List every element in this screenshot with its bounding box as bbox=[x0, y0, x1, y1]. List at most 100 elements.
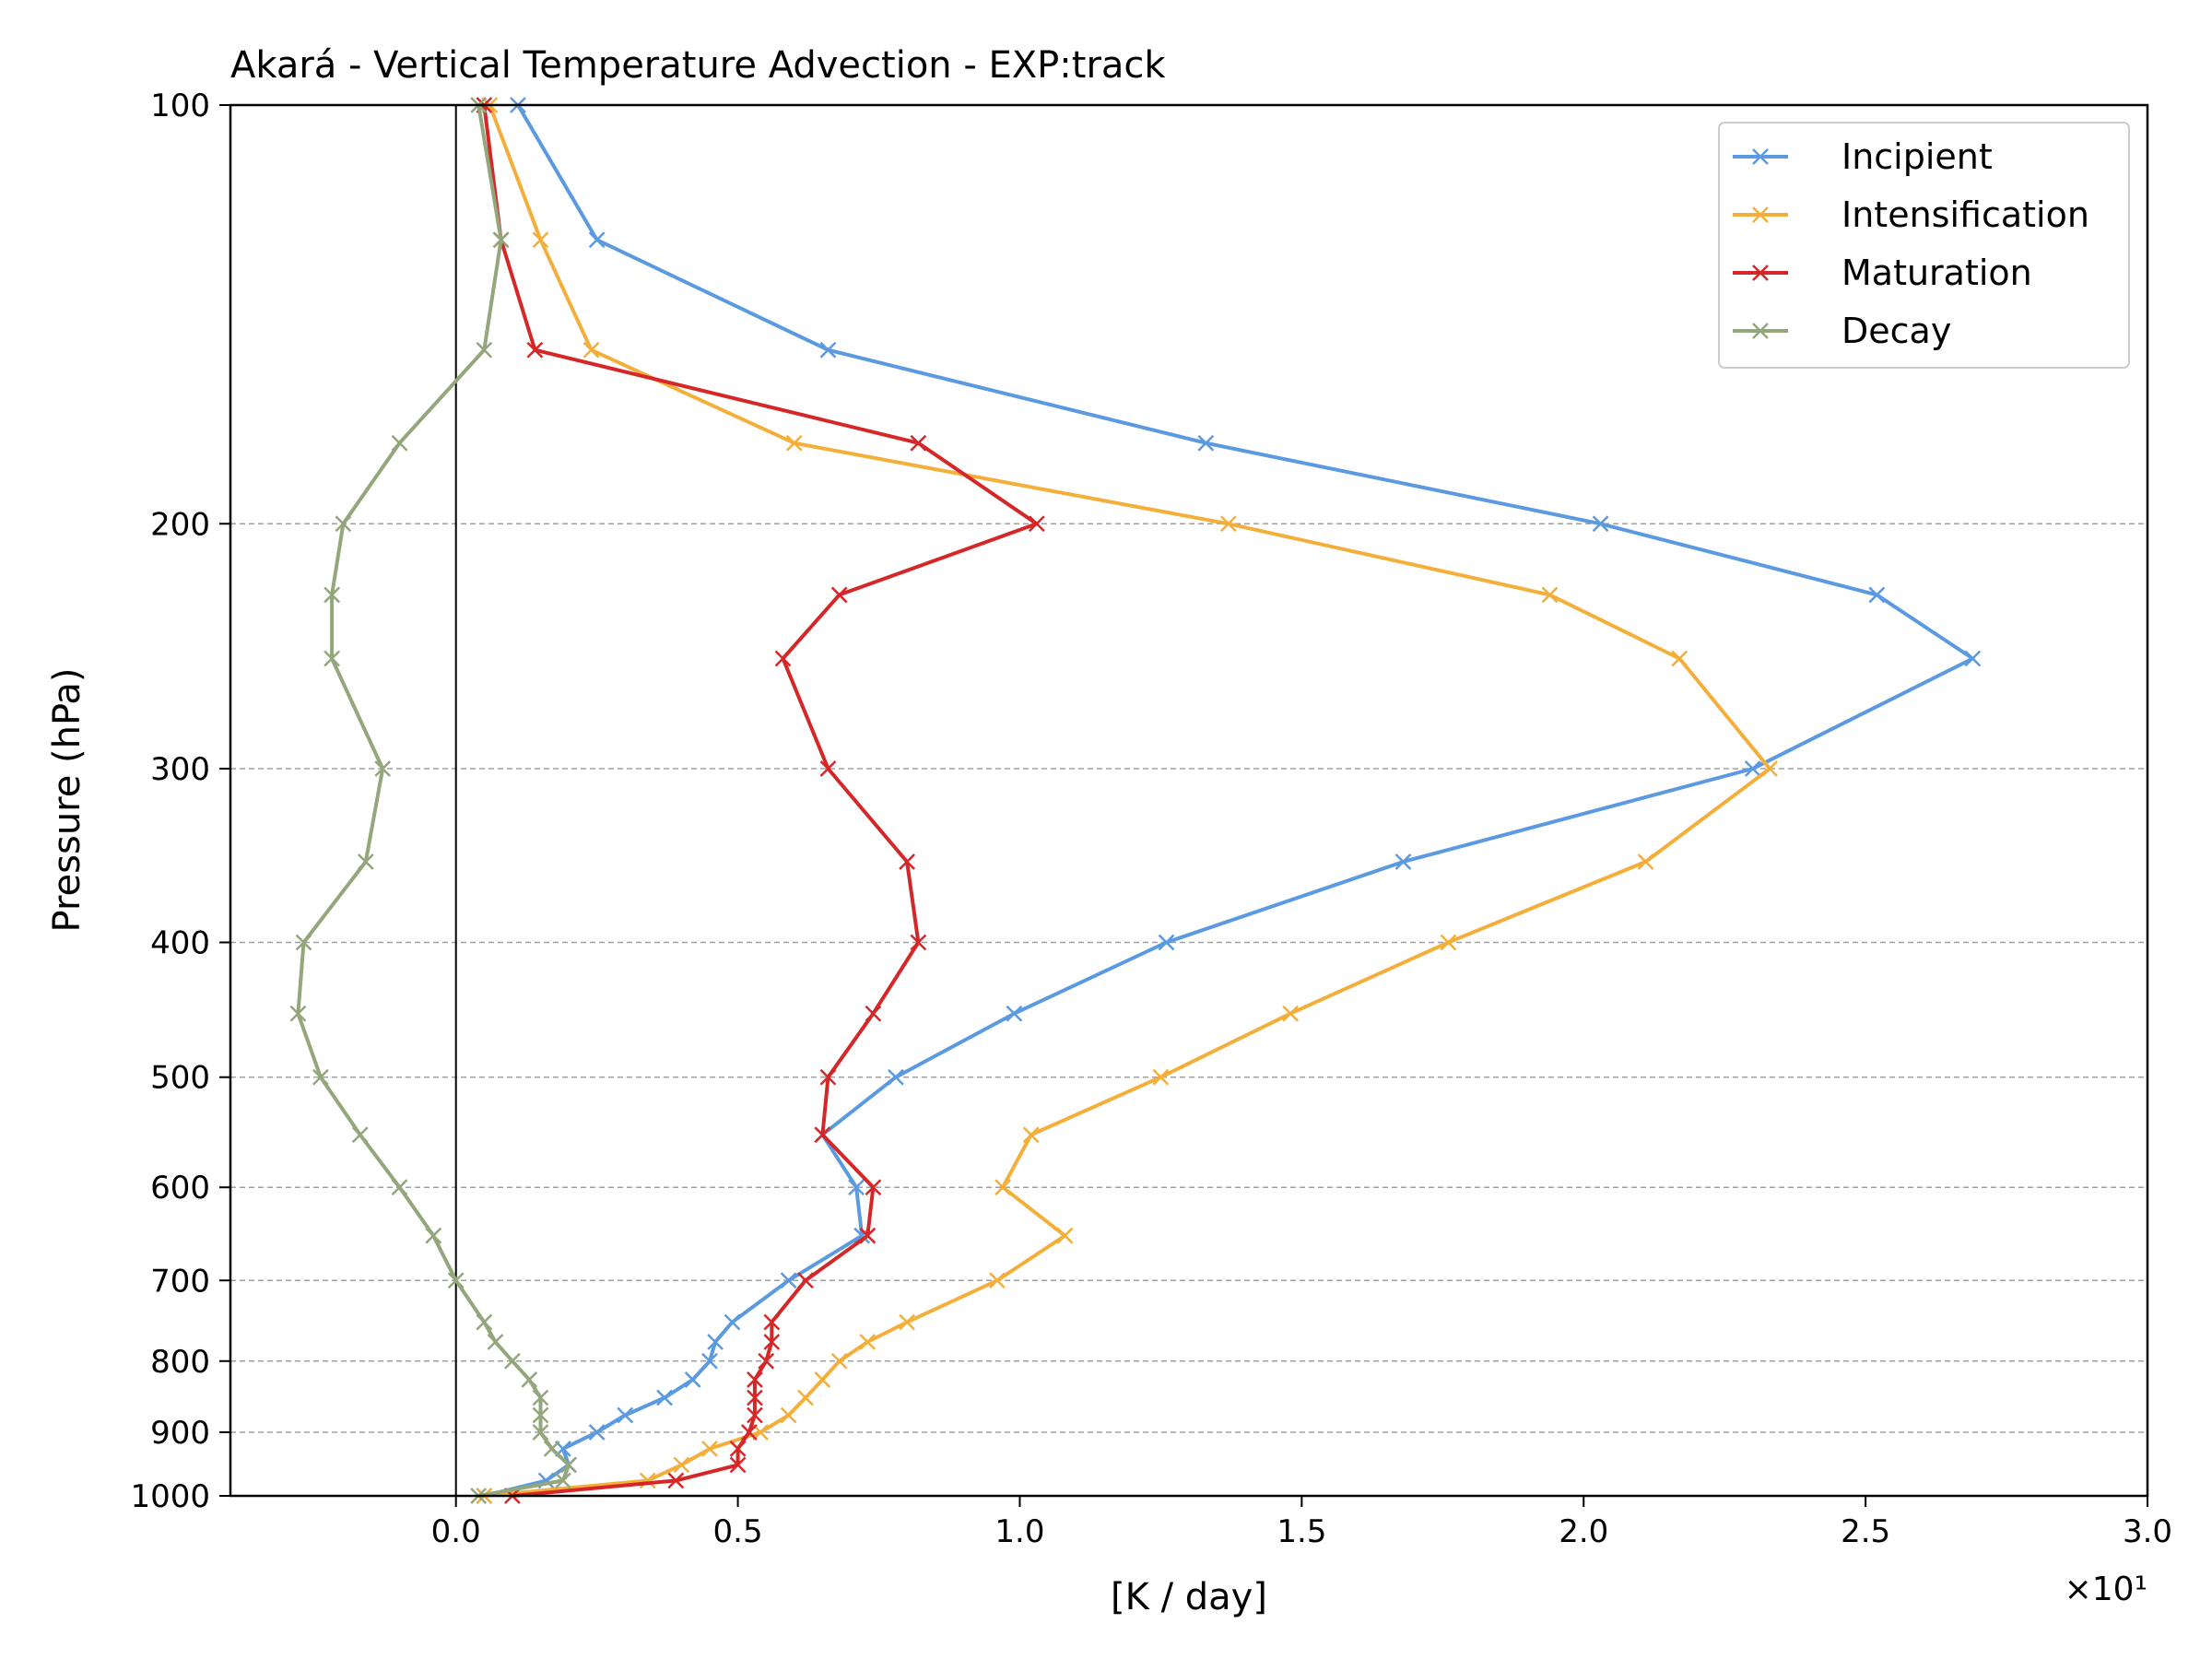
data-point bbox=[532, 231, 549, 249]
data-point bbox=[819, 1068, 837, 1086]
data-point bbox=[656, 1389, 673, 1406]
data-point bbox=[1219, 515, 1237, 533]
data-point bbox=[848, 1179, 865, 1196]
data-point bbox=[543, 1441, 560, 1457]
legend-entry: Maturation bbox=[1733, 253, 2032, 293]
data-point bbox=[859, 1227, 877, 1244]
data-point bbox=[780, 1272, 797, 1289]
data-point bbox=[747, 1371, 763, 1388]
data-point bbox=[476, 341, 493, 359]
data-point bbox=[887, 1068, 904, 1086]
data-point bbox=[295, 934, 312, 951]
legend-label: Maturation bbox=[1841, 253, 2032, 293]
data-point bbox=[747, 1389, 763, 1406]
data-point bbox=[391, 434, 408, 452]
data-point bbox=[324, 586, 341, 604]
data-point bbox=[617, 1406, 634, 1424]
data-point bbox=[1752, 323, 1769, 339]
data-point bbox=[814, 1371, 831, 1388]
data-point bbox=[1197, 434, 1215, 452]
legend-entry: Decay bbox=[1733, 311, 1951, 351]
series-decay bbox=[289, 97, 577, 1504]
data-point bbox=[588, 1424, 606, 1441]
data-point bbox=[701, 1441, 718, 1457]
data-point bbox=[1282, 1005, 1300, 1022]
x-tick-label: 0.5 bbox=[713, 1513, 763, 1550]
data-point bbox=[989, 1272, 1006, 1289]
chart-title: Akará - Vertical Temperature Advection -… bbox=[230, 44, 1166, 87]
x-tick-label: 1.5 bbox=[1277, 1513, 1326, 1550]
legend: Incipient Intensification Maturation Decay bbox=[1718, 122, 2130, 369]
data-point bbox=[819, 760, 837, 777]
y-axis-label: Pressure (hPa) bbox=[46, 668, 88, 933]
data-point bbox=[780, 1406, 797, 1424]
data-point bbox=[865, 1005, 882, 1022]
data-point bbox=[814, 1126, 831, 1144]
y-tick-label: 600 bbox=[150, 1170, 210, 1206]
y-axis-ticks: 100 200 300 400 500 600 700 800 900 1000 bbox=[130, 88, 230, 1515]
data-point bbox=[1541, 586, 1559, 604]
data-point bbox=[1761, 760, 1779, 777]
data-point bbox=[1744, 760, 1761, 777]
data-point bbox=[1637, 853, 1654, 870]
x-tick-label: 2.0 bbox=[1559, 1513, 1608, 1550]
grid-lines bbox=[230, 523, 2147, 1433]
series-lines bbox=[289, 97, 1982, 1504]
x-tick-label: 3.0 bbox=[2123, 1513, 2172, 1550]
legend-entry: Intensification bbox=[1733, 194, 2089, 235]
legend-frame bbox=[1718, 122, 2130, 369]
data-point bbox=[1752, 206, 1769, 223]
data-point bbox=[1440, 934, 1457, 951]
data-point bbox=[859, 1334, 877, 1350]
data-point bbox=[763, 1313, 781, 1331]
data-point bbox=[447, 1272, 465, 1289]
y-tick-label: 100 bbox=[150, 88, 210, 124]
data-point bbox=[667, 1472, 685, 1489]
data-point bbox=[555, 1472, 571, 1489]
data-point bbox=[1006, 1005, 1023, 1022]
x-tick-label: 2.5 bbox=[1841, 1513, 1890, 1550]
y-tick-label: 800 bbox=[150, 1344, 210, 1381]
data-point bbox=[701, 1352, 718, 1370]
y-tick-label: 500 bbox=[150, 1060, 210, 1097]
data-point bbox=[910, 434, 927, 452]
data-point bbox=[526, 341, 544, 359]
y-tick-label: 1000 bbox=[130, 1478, 210, 1515]
data-point bbox=[899, 853, 916, 870]
data-point bbox=[374, 760, 392, 777]
legend-label: Intensification bbox=[1841, 194, 2089, 235]
data-point bbox=[1028, 515, 1045, 533]
data-point bbox=[521, 1371, 538, 1388]
data-point bbox=[830, 1352, 848, 1370]
data-point bbox=[532, 1424, 549, 1441]
data-point bbox=[1868, 586, 1886, 604]
data-point bbox=[1158, 934, 1175, 951]
data-point bbox=[1752, 148, 1769, 165]
data-point bbox=[503, 1352, 521, 1370]
data-point bbox=[532, 1406, 549, 1424]
data-point bbox=[830, 586, 848, 604]
plot-frame bbox=[229, 103, 2149, 1498]
data-point bbox=[724, 1313, 741, 1331]
data-point bbox=[1056, 1227, 1074, 1244]
data-point bbox=[707, 1334, 724, 1350]
data-point bbox=[740, 1424, 758, 1441]
data-point bbox=[774, 650, 792, 667]
data-point bbox=[785, 434, 803, 452]
y-tick-label: 200 bbox=[150, 506, 210, 543]
x-axis-label: [K / day] bbox=[1111, 1576, 1267, 1618]
data-point bbox=[673, 1456, 690, 1474]
data-point bbox=[588, 231, 606, 249]
data-point bbox=[289, 1005, 307, 1022]
data-point bbox=[492, 231, 510, 249]
legend-label: Incipient bbox=[1841, 136, 1993, 177]
data-point bbox=[532, 1389, 549, 1406]
data-point bbox=[1964, 650, 1982, 667]
data-point bbox=[560, 1456, 577, 1474]
data-point bbox=[865, 1179, 882, 1196]
data-point bbox=[994, 1179, 1012, 1196]
y-tick-label: 900 bbox=[150, 1415, 210, 1452]
legend-entry: Incipient bbox=[1733, 136, 1993, 177]
x-axis-offset-text: ×10¹ bbox=[2065, 1571, 2147, 1608]
